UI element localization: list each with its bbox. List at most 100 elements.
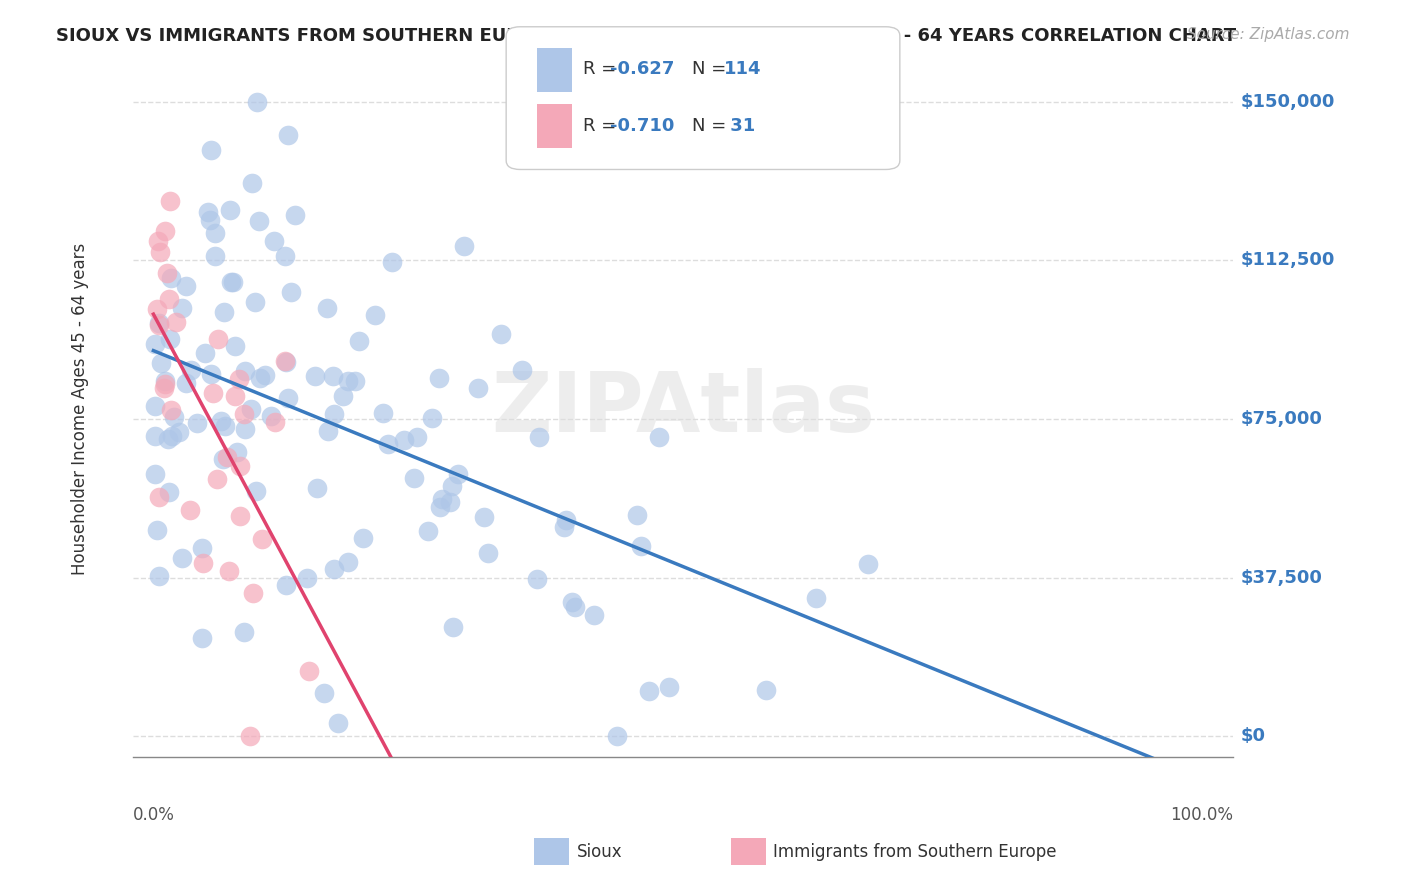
- Text: 0.0%: 0.0%: [132, 806, 174, 824]
- Point: [174, 279, 197, 293]
- Point: [157, 292, 180, 306]
- Point: [305, 481, 328, 495]
- Point: [153, 381, 176, 395]
- Point: [326, 716, 349, 731]
- Point: [212, 305, 235, 319]
- Point: [232, 407, 254, 421]
- Point: [159, 484, 181, 499]
- Point: [153, 374, 176, 388]
- Point: [260, 409, 283, 423]
- Point: [314, 686, 336, 700]
- Text: -0.710: -0.710: [610, 117, 675, 135]
- Point: [145, 523, 167, 537]
- Point: [564, 599, 586, 614]
- Point: [143, 467, 166, 482]
- Point: [344, 374, 367, 388]
- Point: [583, 608, 606, 623]
- Point: [561, 595, 583, 609]
- Point: [274, 249, 297, 263]
- Point: [190, 541, 212, 556]
- Point: [170, 551, 193, 566]
- Point: [253, 368, 276, 382]
- Point: [555, 513, 578, 527]
- Text: $37,500: $37,500: [1240, 569, 1322, 587]
- Point: [439, 495, 461, 509]
- Point: [337, 375, 360, 389]
- Point: [526, 573, 548, 587]
- Point: [755, 682, 778, 697]
- Point: [489, 327, 512, 342]
- Point: [858, 557, 880, 571]
- Point: [298, 664, 321, 678]
- Point: [198, 212, 221, 227]
- Point: [658, 680, 681, 694]
- Point: [165, 315, 187, 329]
- Point: [315, 301, 337, 315]
- Point: [274, 354, 297, 368]
- Point: [429, 371, 451, 385]
- Point: [477, 546, 499, 560]
- Point: [392, 433, 415, 447]
- Point: [246, 95, 269, 109]
- Point: [197, 205, 219, 219]
- Point: [159, 402, 181, 417]
- Point: [217, 450, 239, 464]
- Point: [153, 224, 176, 238]
- Point: [163, 410, 186, 425]
- Point: [371, 406, 394, 420]
- Point: [323, 407, 346, 421]
- Text: R =: R =: [583, 117, 623, 135]
- Point: [240, 401, 263, 416]
- Point: [242, 586, 264, 600]
- Text: $150,000: $150,000: [1240, 93, 1334, 111]
- Point: [149, 244, 172, 259]
- Point: [440, 479, 463, 493]
- Point: [323, 562, 346, 576]
- Point: [381, 255, 404, 269]
- Point: [159, 194, 181, 209]
- Point: [172, 301, 194, 316]
- Point: [316, 424, 339, 438]
- Point: [322, 369, 344, 384]
- Point: [193, 556, 215, 570]
- Point: [630, 539, 652, 553]
- Point: [416, 524, 439, 539]
- Text: $112,500: $112,500: [1240, 252, 1334, 269]
- Point: [229, 458, 252, 473]
- Point: [606, 729, 628, 743]
- Point: [143, 336, 166, 351]
- Point: [420, 411, 443, 425]
- Point: [174, 376, 197, 391]
- Point: [180, 363, 202, 377]
- Point: [332, 389, 354, 403]
- Point: [186, 416, 208, 430]
- Point: [529, 430, 551, 444]
- Point: [247, 214, 270, 228]
- Point: [148, 569, 170, 583]
- Point: [352, 531, 374, 545]
- Point: [553, 520, 575, 534]
- Point: [277, 128, 299, 142]
- Point: [472, 510, 495, 524]
- Point: [148, 318, 170, 332]
- Point: [405, 430, 427, 444]
- Text: Sioux: Sioux: [576, 843, 621, 861]
- Point: [232, 624, 254, 639]
- Point: [143, 429, 166, 443]
- Point: [347, 334, 370, 348]
- Point: [169, 425, 191, 440]
- Point: [162, 429, 184, 443]
- Point: [446, 467, 468, 482]
- Point: [804, 591, 827, 605]
- Point: [207, 332, 229, 346]
- Point: [467, 381, 489, 395]
- Point: [143, 399, 166, 413]
- Point: [148, 316, 170, 330]
- Point: [224, 338, 246, 352]
- Point: [204, 227, 226, 241]
- Point: [363, 308, 385, 322]
- Point: [212, 452, 235, 467]
- Point: [243, 294, 266, 309]
- Point: [156, 266, 179, 280]
- Point: [429, 500, 451, 514]
